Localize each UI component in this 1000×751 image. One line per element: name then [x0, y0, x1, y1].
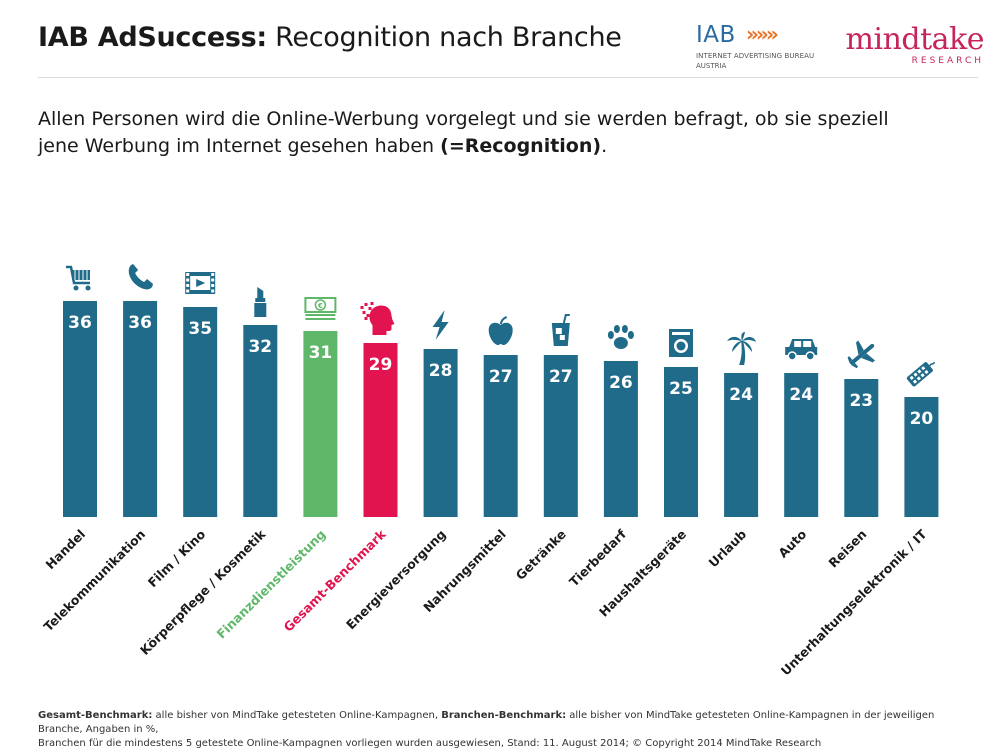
- description-highlight: (=Recognition): [440, 135, 602, 157]
- bar-10: [664, 367, 698, 517]
- bar-value-label: 36: [68, 313, 92, 333]
- bar-value-label: 20: [910, 409, 934, 429]
- mindtake-logo-subline: RESEARCH: [911, 56, 984, 66]
- iab-logo-country: AUSTRIA: [696, 62, 727, 70]
- footnote-term-branchen: Branchen-Benchmark:: [441, 710, 567, 721]
- header-divider: [38, 77, 978, 78]
- page-title: IAB AdSuccess: Recognition nach Branche: [38, 22, 622, 53]
- title-bold: IAB AdSuccess:: [38, 22, 267, 53]
- bar-chart: 36 Handel 36 Telekommunikation 35 Film / Kino…: [41, 264, 939, 678]
- bar-5: [363, 343, 398, 517]
- bar-6: [423, 349, 458, 517]
- bar-value-label: 29: [369, 355, 393, 375]
- footnote-text-source: Branchen für die mindestens 5 getestete …: [38, 738, 822, 749]
- footnote: Gesamt-Benchmark: alle bisher von MindTa…: [38, 709, 978, 751]
- lightning-icon: [432, 310, 449, 340]
- iab-logo: IAB »»» INTERNET ADVERTISING BUREAU AUST…: [696, 22, 826, 72]
- bar-7: [483, 355, 518, 517]
- title-regular: Recognition nach Branche: [275, 22, 622, 53]
- category-label: Getränke: [513, 527, 569, 583]
- phone-icon: [128, 264, 154, 290]
- description: Allen Personen wird die Online-Werbung v…: [38, 106, 958, 160]
- iab-logo-text: IAB: [696, 22, 736, 48]
- category-label: Finanzdienstleistung: [214, 527, 329, 642]
- palm-tree-icon: [727, 332, 757, 365]
- footnote-text-gesamt: alle bisher von MindTake getesteten Onli…: [152, 710, 442, 721]
- lipstick-icon: [254, 287, 267, 317]
- description-line2: jene Werbung im Internet gesehen haben: [38, 135, 441, 157]
- category-label: Tierbedarf: [566, 526, 629, 589]
- money-icon: €: [304, 297, 337, 320]
- description-period: .: [601, 135, 608, 157]
- drink-icon: [551, 314, 570, 346]
- airplane-icon: [847, 340, 876, 369]
- paw-icon: [607, 325, 634, 349]
- bar-value-label: 24: [729, 385, 753, 405]
- shopping-cart-icon: [66, 265, 91, 291]
- bar-2: [183, 307, 218, 517]
- bar-value-label: 28: [429, 361, 453, 381]
- bar-1: [123, 301, 158, 517]
- svg-text:€: €: [317, 302, 323, 310]
- category-label: Auto: [775, 526, 809, 560]
- category-label: Handel: [43, 527, 89, 573]
- category-label: Telekommunikation: [41, 527, 149, 635]
- bar-value-label: 31: [309, 343, 333, 363]
- remote-control-icon: [906, 361, 936, 387]
- bar-value-label: 23: [849, 391, 873, 411]
- washing-machine-icon: [669, 329, 693, 357]
- category-label: Reisen: [825, 527, 869, 571]
- description-line1: Allen Personen wird die Online-Werbung v…: [38, 108, 889, 130]
- bar-value-label: 27: [549, 367, 573, 387]
- film-icon: [185, 272, 216, 294]
- bar-value-label: 35: [188, 319, 212, 339]
- bar-12: [784, 373, 819, 517]
- bar-4: [303, 331, 338, 517]
- category-label: Urlaub: [705, 526, 749, 570]
- bar-13: [844, 379, 879, 517]
- category-label: Gesamt-Benchmark: [280, 526, 389, 635]
- bar-value-label: 27: [489, 367, 513, 387]
- bar-8: [543, 355, 578, 517]
- bar-3: [243, 325, 278, 517]
- mindtake-logo-text: mindtake: [845, 22, 985, 57]
- iab-logo-arrows: »»»: [746, 22, 779, 46]
- bar-value-label: 25: [669, 379, 693, 399]
- category-label: Körperpflege / Kosmetik: [137, 526, 269, 658]
- bar-value-label: 24: [789, 385, 813, 405]
- bar-0: [63, 301, 97, 517]
- bar-11: [724, 373, 759, 517]
- bar-value-label: 36: [128, 313, 152, 333]
- bar-value-label: 32: [248, 337, 272, 357]
- category-label: Film / Kino: [145, 526, 209, 590]
- category-label: Energieversorgung: [343, 527, 449, 633]
- apple-icon: [488, 316, 513, 345]
- bar-14: [904, 397, 939, 517]
- head-icon: [360, 302, 395, 335]
- bar-value-label: 26: [609, 373, 633, 393]
- car-icon: [785, 339, 818, 361]
- bar-9: [603, 361, 638, 517]
- footnote-term-gesamt: Gesamt-Benchmark:: [38, 710, 153, 721]
- footnote-text-branchen: alle bisher von MindTake getesteten Onli…: [38, 710, 935, 735]
- mindtake-logo: mindtake RESEARCH: [834, 22, 985, 72]
- iab-logo-subline: INTERNET ADVERTISING BUREAU: [696, 52, 815, 60]
